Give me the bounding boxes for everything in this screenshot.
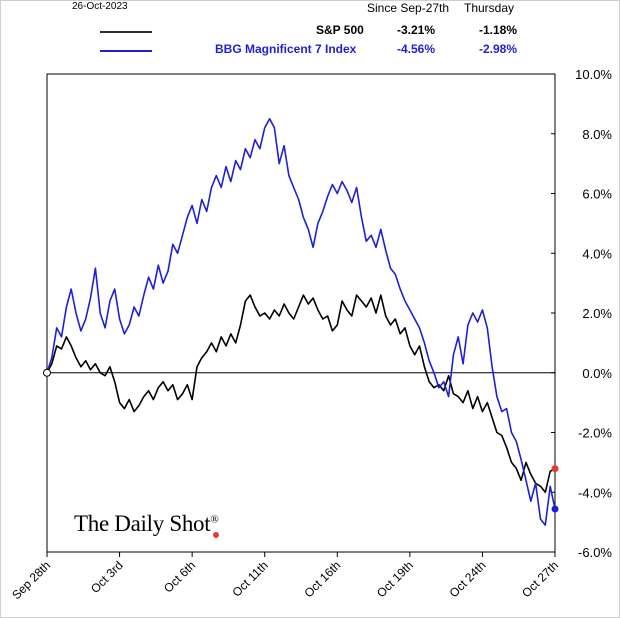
plot-area-border — [46, 73, 556, 553]
x-tick-label: Sep 28th — [9, 558, 53, 602]
x-tick-label: Oct 27th — [519, 558, 561, 600]
x-tick-label: Oct 6th — [161, 558, 198, 595]
column-header-since: Since Sep-27th — [367, 1, 450, 15]
y-axis: -6.0% -4.0% -2.0% 0.0% 2.0% 4.0% 6.0% 8.0% 10.0% — [551, 67, 612, 560]
x-tick-label: Oct 16th — [301, 558, 343, 600]
logo-dot — [213, 532, 219, 538]
legend-label-mag7: BBG Magnificent 7 Index — [215, 42, 357, 56]
x-tick-label: Oct 24th — [447, 558, 489, 600]
y-tick-label: 2.0% — [582, 306, 612, 321]
y-tick-label: 6.0% — [582, 187, 612, 202]
series-line-mag7 — [46, 118, 556, 526]
legend-day-mag7: -2.98% — [478, 42, 517, 56]
y-tick-label: 0.0% — [582, 366, 612, 381]
legend-since-mag7: -4.56% — [396, 42, 435, 56]
legend-line-mag7 — [100, 50, 152, 52]
daily-shot-logo: The Daily Shot® — [74, 511, 219, 537]
start-marker — [43, 368, 51, 377]
legend-label-sp500: S&P 500 — [316, 23, 364, 37]
legend-day-sp500: -1.18% — [478, 23, 517, 37]
y-tick-label: 4.0% — [582, 246, 612, 261]
end-marker-sp500 — [551, 465, 559, 473]
y-tick-label: -2.0% — [578, 426, 612, 441]
chart-date: 26-Oct-2023 — [72, 1, 128, 12]
legend-line-sp500 — [100, 31, 152, 33]
y-tick-label: 10.0% — [575, 67, 612, 82]
y-tick-label: 8.0% — [582, 127, 612, 142]
series-layer — [43, 118, 559, 526]
x-tick-label: Oct 3rd — [88, 558, 126, 596]
logo-text: The Daily Shot — [74, 511, 211, 536]
legend-since-sp500: -3.21% — [396, 23, 435, 37]
logo-mark: ® — [210, 513, 219, 526]
column-header-day: Thursday — [464, 1, 515, 15]
end-marker-mag7 — [551, 505, 559, 513]
y-tick-label: -4.0% — [578, 485, 612, 500]
y-tick-label: -6.0% — [578, 545, 612, 560]
series-line-sp500 — [46, 294, 556, 494]
x-tick-label: Oct 11th — [229, 558, 270, 599]
x-tick-label: Oct 19th — [374, 558, 416, 600]
x-axis: Sep 28th Oct 3rd Oct 6th Oct 11th Oct 16th Oc… — [9, 552, 561, 602]
